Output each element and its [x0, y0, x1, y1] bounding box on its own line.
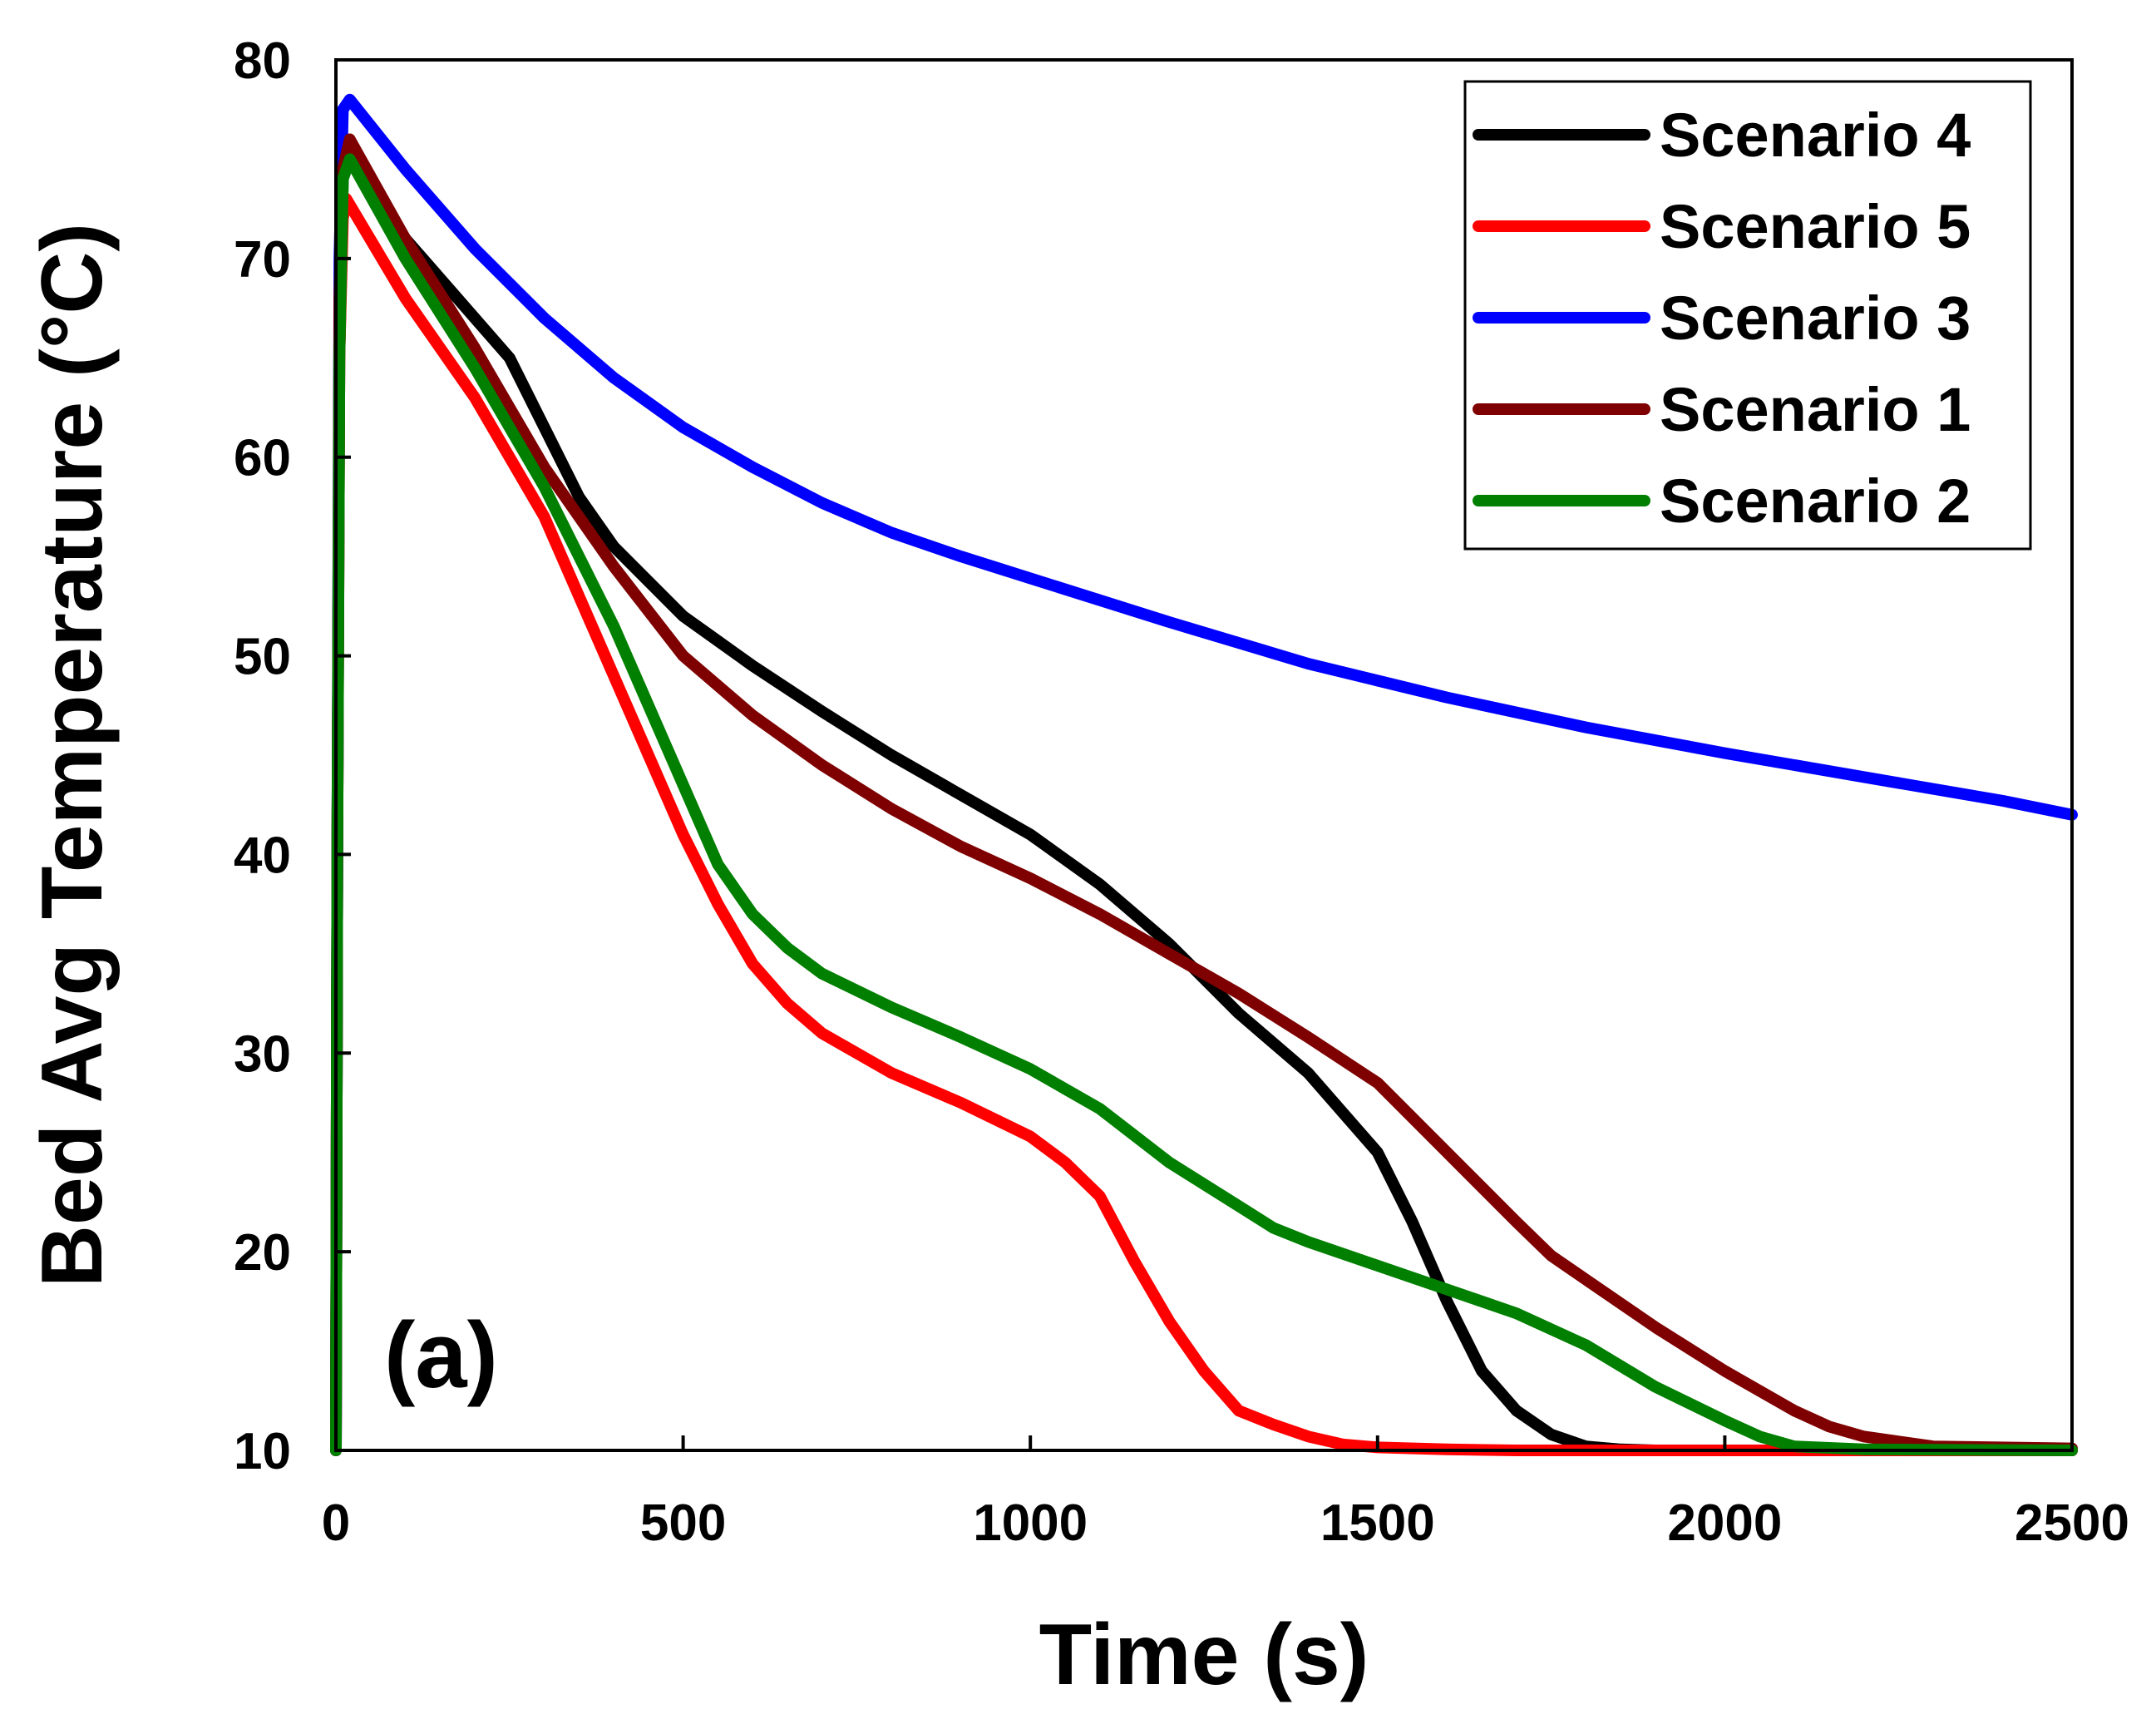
legend-label-scenario-3: Scenario 3: [1660, 284, 1971, 353]
legend-label-scenario-5: Scenario 5: [1660, 192, 1971, 261]
y-tick-label-50: 50: [234, 629, 291, 686]
tick-layer: [334, 58, 2074, 1452]
plot-area-frame: [334, 58, 2074, 1452]
legend-entries: Scenario 4 Scenario 5 Scenario 3 Scenario 1…: [1473, 101, 1971, 536]
y-tick-label-30: 30: [234, 1025, 291, 1083]
y-tick-label-60: 60: [234, 430, 291, 487]
series-line-scenario-2: [330, 153, 2078, 1456]
series-layer: [330, 93, 2078, 1456]
y-tick-label-80: 80: [234, 32, 291, 90]
y-tick-label-20: 20: [234, 1224, 291, 1282]
x-tick-label-1000: 1000: [973, 1494, 1088, 1552]
y-tick-label-10: 10: [234, 1423, 291, 1480]
y-tick-label-70: 70: [234, 231, 291, 289]
x-tick-label-2500: 2500: [2015, 1494, 2129, 1552]
series-line-scenario-5: [330, 193, 2078, 1456]
series-line-scenario-1: [330, 133, 2078, 1456]
panel-label: (a): [384, 1303, 498, 1407]
x-axis-title: Time (s): [1039, 1607, 1369, 1703]
legend: Scenario 4 Scenario 5 Scenario 3 Scenario 1…: [1463, 80, 2032, 551]
x-tick-label-0: 0: [322, 1494, 350, 1552]
tick-label-layer: 0 500 1000 1500 2000 2500 10 20 30 40 50 60 70 80: [234, 32, 2129, 1552]
y-tick-label-40: 40: [234, 827, 291, 884]
x-tick-label-500: 500: [640, 1494, 726, 1552]
x-tick-label-1500: 1500: [1320, 1494, 1435, 1552]
legend-label-scenario-1: Scenario 1: [1660, 375, 1971, 444]
y-axis-title: Bed Avg Temperature (°C): [24, 223, 121, 1287]
legend-label-scenario-4: Scenario 4: [1660, 101, 1971, 170]
x-tick-label-2000: 2000: [1667, 1494, 1782, 1552]
legend-label-scenario-2: Scenario 2: [1660, 467, 1971, 536]
series-line-scenario-3: [330, 93, 2078, 1456]
